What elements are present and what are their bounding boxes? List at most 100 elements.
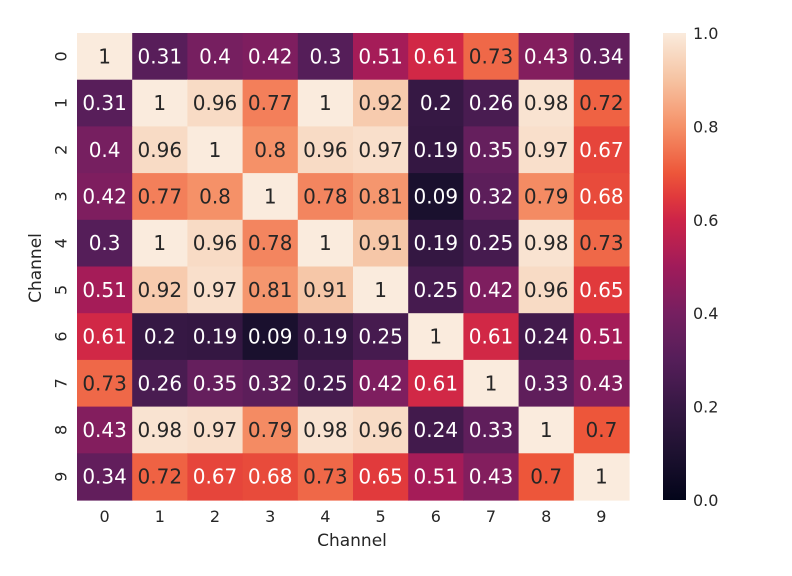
cell-value-label: 0.65 [358,465,403,489]
cell-value-label: 0.61 [414,44,459,68]
cell-value-label: 0.33 [524,371,569,395]
x-tick-label: 6 [431,507,441,526]
heatmap-cell [518,79,575,127]
cell-value-label: 0.97 [524,138,569,162]
x-tick-label: 2 [210,507,220,526]
heatmap-cell [77,359,133,408]
heatmap-cell [187,173,244,221]
heatmap-cell [77,219,133,268]
cell-value-label: 0.61 [414,371,459,395]
heatmap-cell [573,313,630,361]
heatmap-cell [518,359,575,408]
cell-value-label: 0.78 [248,231,293,255]
heatmap-cell [408,33,464,81]
heatmap-cell [297,33,354,81]
cell-value-label: 0.19 [414,231,459,255]
cell-value-label: 0.26 [469,91,514,115]
cell-value-label: 0.92 [138,278,183,302]
heatmap-cell [518,173,575,221]
heatmap-cell [353,79,409,127]
cell-value-label: 0.91 [358,231,403,255]
y-tick-label: 1 [52,98,71,108]
heatmap-cell [353,406,409,454]
cell-value-label: 0.98 [303,418,348,442]
cell-value-label: 0.98 [138,418,183,442]
heatmap-cell [518,453,575,501]
heatmap-cell [573,79,630,127]
heatmap-cell [242,266,299,314]
cell-value-label: 0.4 [89,138,121,162]
heatmap-cell [518,313,575,361]
heatmap-cell [353,173,409,221]
x-tick-label: 3 [265,507,275,526]
heatmap-cell [77,33,133,81]
heatmap-cell [573,266,630,314]
x-axis-ticks: 0 1 2 3 4 5 6 7 8 9 [100,507,607,526]
x-tick-label: 9 [596,507,606,526]
heatmap-cell [242,173,299,221]
heatmap-cell [132,126,188,174]
cell-value-label: 1 [319,231,332,255]
y-tick-label: 3 [52,191,71,201]
cell-value-label: 0.4 [199,44,231,68]
cell-value-label: 0.09 [414,184,459,208]
heatmap-cell [463,173,520,221]
heatmap-cell [518,266,575,314]
cell-value-label: 0.7 [530,465,562,489]
cell-value-label: 0.91 [303,278,348,302]
heatmap-cell [408,126,464,174]
heatmap-cell [353,359,409,408]
heatmap-cell [187,219,244,268]
heatmap-cell [353,219,409,268]
heatmap-cell [463,313,520,361]
heatmap-cell [353,313,409,361]
colorbar-tick-label: 0.0 [693,491,718,510]
cell-value-label: 0.81 [248,278,293,302]
cell-value-label: 1 [153,91,166,115]
x-tick-label: 8 [541,507,551,526]
heatmap-cell [353,266,409,314]
cell-value-label: 0.61 [82,325,127,349]
cell-value-label: 0.73 [469,44,514,68]
cell-value-label: 0.73 [303,465,348,489]
cell-value-label: 1 [319,91,332,115]
y-axis-ticks: 0 1 2 3 4 5 6 7 8 9 [52,51,71,481]
cell-value-label: 1 [264,184,277,208]
cell-value-label: 0.31 [138,44,183,68]
cell-value-label: 0.96 [193,91,238,115]
cell-value-label: 0.2 [420,91,452,115]
heatmap-cell [132,453,188,501]
heatmap-cell [132,33,188,81]
heatmap-cell [242,313,299,361]
cell-value-label: 0.32 [248,371,293,395]
cell-value-label: 0.19 [193,325,238,349]
heatmap-cell [297,453,354,501]
cell-value-label: 0.61 [469,325,514,349]
cell-value-label: 0.8 [254,138,286,162]
cell-value-label: 1 [153,231,166,255]
cell-value-label: 1 [209,138,222,162]
heatmap-cell [77,173,133,221]
y-tick-label: 6 [52,331,71,341]
cell-value-label: 0.42 [358,371,403,395]
cell-value-label: 0.25 [358,325,403,349]
heatmap-annotations: 1 0.31 0.4 0.42 0.3 0.51 0.61 0.73 0.43 0.340.31 1… [82,44,623,488]
cell-value-label: 0.26 [138,371,183,395]
heatmap-cell [187,79,244,127]
cell-value-label: 0.25 [303,371,348,395]
y-tick-label: 9 [52,472,71,482]
heatmap-cell [77,453,133,501]
cell-value-label: 1 [98,44,111,68]
y-tick-label: 8 [52,425,71,435]
heatmap-cell [463,33,520,81]
heatmap-cell [463,266,520,314]
heatmap-cell [408,406,464,454]
heatmap-cell [518,126,575,174]
cell-value-label: 0.24 [524,325,569,349]
heatmap-cell [408,453,464,501]
heatmap-cell [132,313,188,361]
heatmap-cell [297,219,354,268]
y-tick-label: 2 [52,145,71,155]
heatmap-cell [242,359,299,408]
